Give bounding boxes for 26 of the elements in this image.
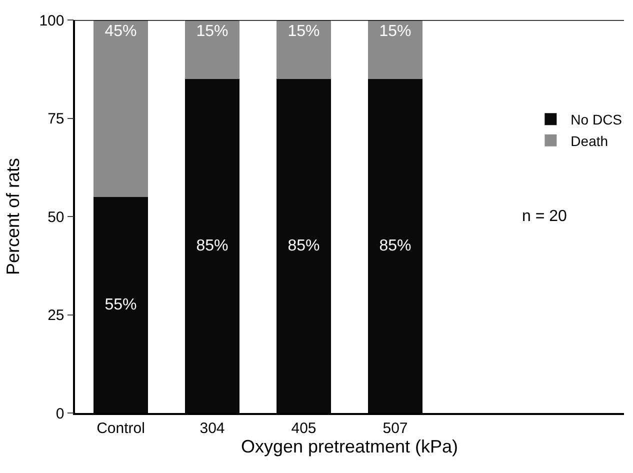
x-tick-label: 507 [382, 420, 408, 437]
data-label: 85% [379, 237, 412, 254]
data-label: 45% [104, 23, 137, 40]
y-tick-label: 75 [48, 110, 64, 128]
y-tick-label: 25 [48, 307, 64, 324]
bar [368, 20, 423, 79]
bar [276, 20, 332, 79]
data-label: 15% [379, 23, 412, 40]
x-tick-label: 405 [291, 420, 316, 437]
data-label: 15% [288, 23, 320, 40]
x-tick-label: Control [96, 420, 145, 437]
y-tick-label: 50 [48, 208, 64, 226]
legend-label: Death [570, 132, 608, 149]
y-tick-label: 0 [56, 405, 64, 422]
y-tick-label: 100 [39, 12, 64, 30]
data-label: 15% [196, 23, 228, 40]
bar [184, 20, 240, 79]
legend-label: No DCS [570, 112, 622, 128]
data-label: 55% [104, 296, 137, 314]
data-label: 85% [196, 237, 228, 254]
bar [93, 20, 148, 197]
x-tick-label: 304 [200, 420, 225, 437]
x-axis-title: Oxygen pretreatment (kPa) [240, 436, 458, 457]
data-label: 85% [288, 237, 320, 254]
text: n = 20 [522, 208, 568, 225]
y-axis-title: Percent of rats [2, 158, 23, 276]
